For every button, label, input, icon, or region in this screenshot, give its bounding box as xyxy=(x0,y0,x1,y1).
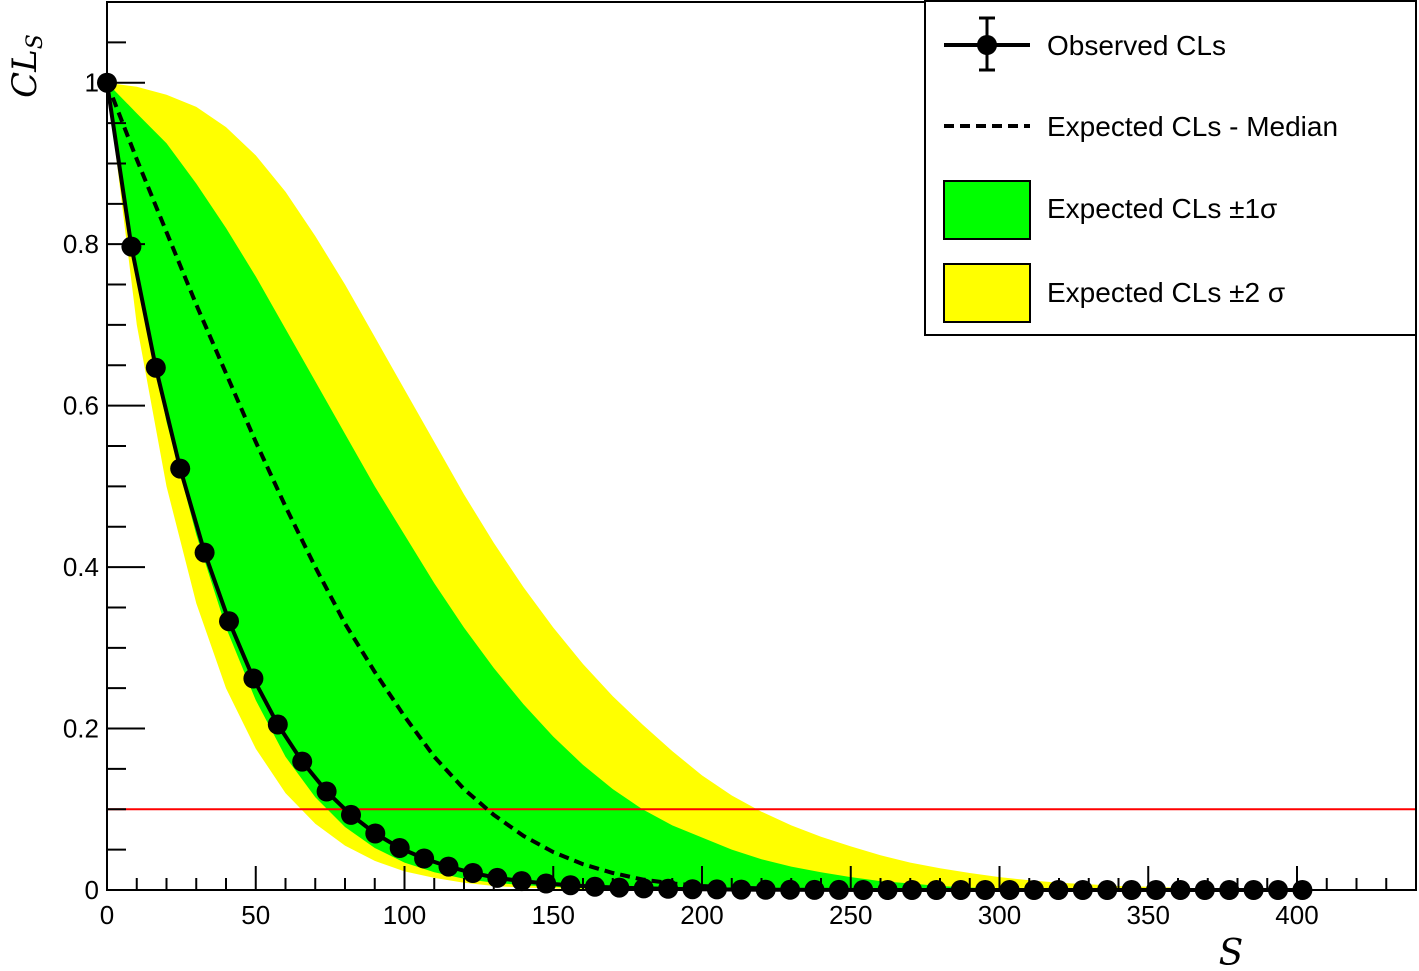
y-axis-title: CLS xyxy=(5,34,48,98)
y-axis-title-main: CL xyxy=(5,49,45,98)
observed-point xyxy=(462,863,483,883)
x-tick-label: 200 xyxy=(680,900,723,930)
observed-point xyxy=(438,856,459,877)
y-tick-label: 0 xyxy=(85,875,99,905)
y-axis-title-sub: S xyxy=(23,34,48,49)
observed-point xyxy=(584,876,605,897)
x-axis-title: S xyxy=(1219,933,1244,971)
observed-point xyxy=(341,804,361,825)
x-tick-label: 50 xyxy=(241,900,270,930)
observed-point xyxy=(219,611,239,632)
y-tick-label: 0.4 xyxy=(63,552,99,582)
x-tick-label: 100 xyxy=(383,900,426,930)
median-line xyxy=(105,81,762,891)
x-tick-label: 400 xyxy=(1275,900,1318,930)
y-tick-label: 0.6 xyxy=(63,391,99,421)
legend-2sigma-label: Expected CLs ±2 σ xyxy=(1047,277,1285,308)
legend: Observed CLs Expected CLs - Median Expec… xyxy=(924,0,1417,336)
y-tick-label: 0.8 xyxy=(63,229,99,259)
observed-point xyxy=(243,668,264,689)
observed-point xyxy=(365,823,386,844)
observed-point xyxy=(633,878,654,899)
observed-point xyxy=(389,838,410,858)
legend-2sigma-swatch xyxy=(943,263,1031,323)
legend-1sigma-label: Expected CLs ±1σ xyxy=(1047,193,1277,224)
observed-point xyxy=(609,877,630,898)
x-tick-label: 350 xyxy=(1127,900,1170,930)
legend-entry-observed: Observed CLs xyxy=(944,16,1226,72)
observed-point xyxy=(194,542,215,563)
observed-point xyxy=(316,781,337,802)
band-1sigma xyxy=(107,82,1059,890)
observed-point xyxy=(511,871,532,892)
observed-point xyxy=(414,848,435,869)
observed-point xyxy=(145,357,166,378)
y-tick-label: 1 xyxy=(85,68,99,98)
observed-point xyxy=(536,873,557,894)
legend-median-label: Expected CLs - Median xyxy=(1047,111,1338,142)
legend-entry-1sigma: Expected CLs ±1σ xyxy=(943,180,1277,240)
x-tick-label: 0 xyxy=(100,900,114,930)
legend-1sigma-swatch xyxy=(943,180,1031,240)
legend-entry-median: Expected CLs - Median xyxy=(944,111,1338,142)
legend-observed-label: Observed CLs xyxy=(1047,30,1226,61)
y-tick-label: 0.2 xyxy=(63,714,99,744)
legend-observed-marker xyxy=(977,35,997,55)
x-tick-label: 150 xyxy=(532,900,575,930)
observed-point xyxy=(658,878,679,899)
observed-point xyxy=(487,867,508,888)
observed-point xyxy=(560,875,581,896)
plot-area: 0 50 100 150 200 250 300 350 400 0 0.2 0.4 0.6 0.8 1 xyxy=(63,1,1417,930)
observed-point xyxy=(170,458,191,479)
observed-point xyxy=(292,751,313,772)
observed-point xyxy=(267,714,288,735)
x-tick-label: 250 xyxy=(829,900,872,930)
observed-point xyxy=(121,236,142,257)
legend-entry-2sigma: Expected CLs ±2 σ xyxy=(943,263,1285,323)
x-tick-label: 300 xyxy=(978,900,1021,930)
